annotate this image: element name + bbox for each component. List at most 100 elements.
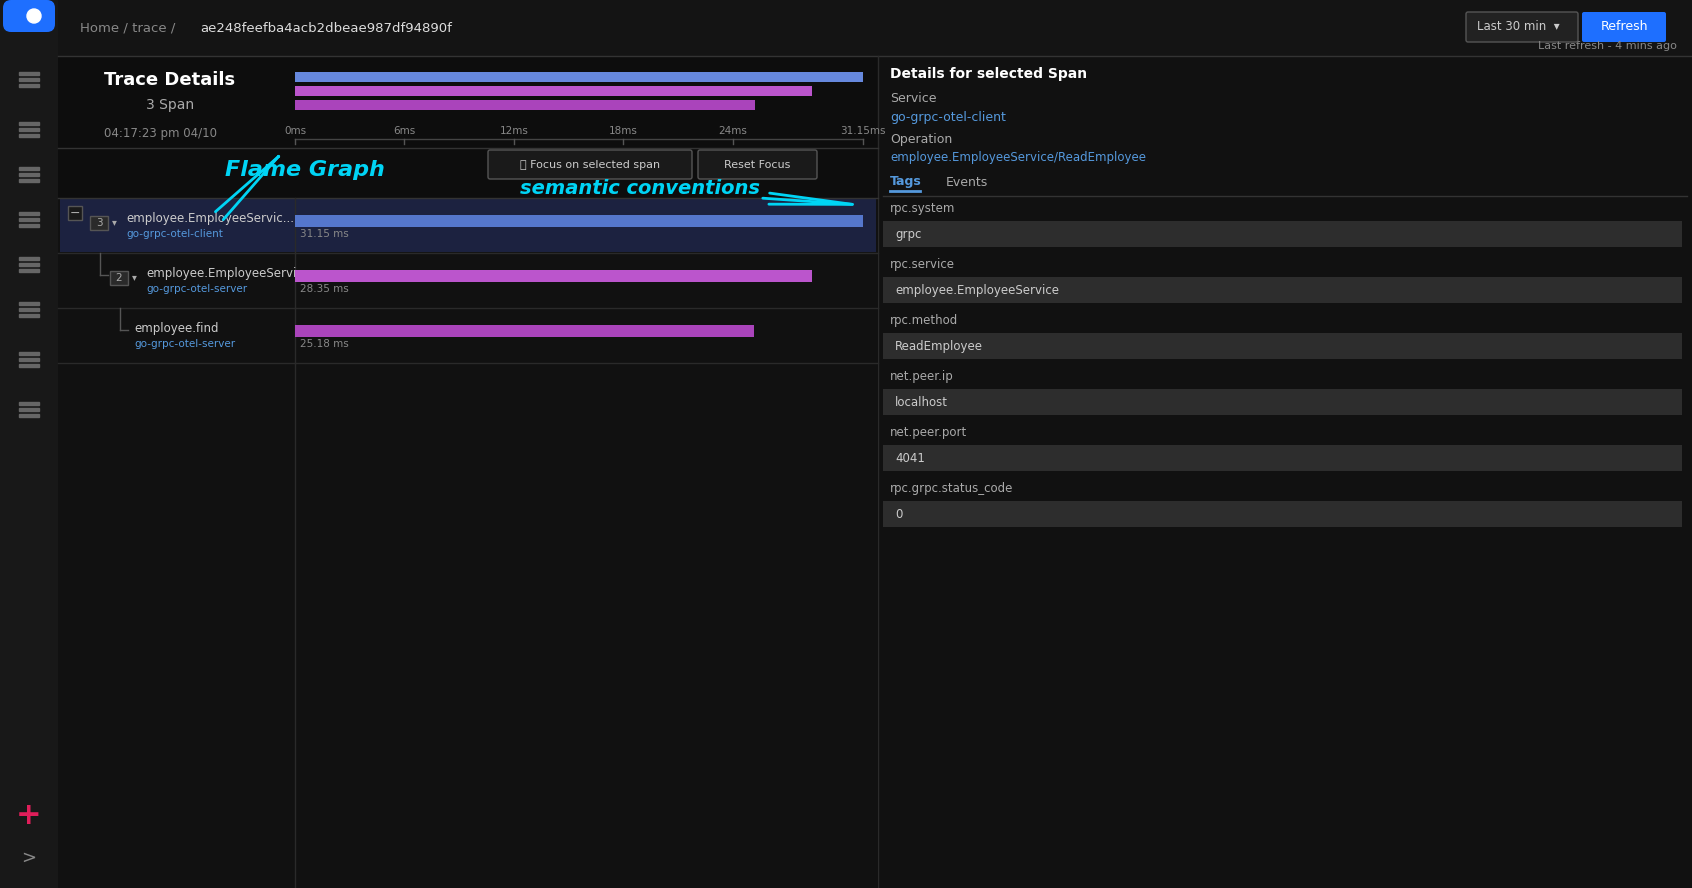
Bar [68, 206, 81, 220]
Text: ▾: ▾ [132, 273, 137, 282]
Bar [19, 358, 39, 361]
Text: employee.EmployeeServic...: employee.EmployeeServic... [146, 267, 315, 280]
Text: net.peer.port: net.peer.port [890, 425, 968, 439]
Text: 28.35 ms: 28.35 ms [299, 283, 349, 294]
Text: >: > [22, 849, 37, 867]
FancyBboxPatch shape [1582, 12, 1667, 42]
Text: ReadEmployee: ReadEmployee [895, 339, 983, 353]
Text: grpc: grpc [895, 227, 922, 241]
Bar [58, 0, 1692, 56]
Text: ae248feefba4acb2dbeae987df94890f: ae248feefba4acb2dbeae987df94890f [200, 21, 452, 35]
Text: 3: 3 [96, 218, 102, 227]
Text: rpc.method: rpc.method [890, 313, 958, 327]
Text: rpc.system: rpc.system [890, 202, 956, 215]
Text: employee.EmployeeService/ReadEmployee: employee.EmployeeService/ReadEmployee [890, 152, 1145, 164]
Bar [19, 414, 39, 417]
Text: employee.EmployeeServic...: employee.EmployeeServic... [125, 212, 294, 225]
Bar [294, 86, 812, 96]
Bar [0, 0, 58, 888]
Text: ▾: ▾ [112, 218, 117, 227]
Bar [58, 56, 878, 888]
Bar [883, 277, 1682, 303]
Text: 31.15 ms: 31.15 ms [299, 228, 349, 239]
Bar [59, 199, 876, 252]
Text: Events: Events [946, 176, 988, 188]
Bar [19, 84, 39, 87]
Text: employee.find: employee.find [134, 322, 218, 335]
Text: 6ms: 6ms [393, 126, 416, 136]
Bar [294, 269, 812, 281]
Text: 25.18 ms: 25.18 ms [299, 338, 349, 348]
Bar [883, 501, 1682, 527]
Bar [19, 302, 39, 305]
Bar [883, 389, 1682, 415]
Bar [19, 308, 39, 311]
Text: 18ms: 18ms [609, 126, 638, 136]
Bar [19, 167, 39, 170]
Text: 24ms: 24ms [717, 126, 748, 136]
Text: Trace Details: Trace Details [105, 71, 235, 89]
Bar [19, 128, 39, 131]
Bar [19, 408, 39, 411]
Bar [110, 271, 129, 284]
Bar [883, 333, 1682, 359]
Bar [294, 215, 863, 226]
Bar [19, 269, 39, 272]
Bar [19, 134, 39, 137]
Text: localhost: localhost [895, 395, 948, 408]
Bar [19, 218, 39, 221]
Text: net.peer.ip: net.peer.ip [890, 369, 954, 383]
Text: +: + [17, 800, 42, 829]
Bar [19, 179, 39, 182]
Bar [19, 212, 39, 215]
Text: Home / trace /: Home / trace / [80, 21, 179, 35]
Text: go-grpc-otel-client: go-grpc-otel-client [125, 228, 223, 239]
Bar [19, 224, 39, 227]
FancyBboxPatch shape [487, 150, 692, 179]
Text: Reset Focus: Reset Focus [724, 160, 790, 170]
Text: Service: Service [890, 91, 936, 105]
Text: Refresh: Refresh [1601, 20, 1648, 34]
Text: Operation: Operation [890, 133, 953, 147]
Bar [19, 263, 39, 266]
Text: 0ms: 0ms [284, 126, 306, 136]
Text: Flame Graph: Flame Graph [225, 160, 384, 180]
Text: 12ms: 12ms [499, 126, 528, 136]
Text: 4041: 4041 [895, 451, 926, 464]
Text: Last refresh - 4 mins ago: Last refresh - 4 mins ago [1538, 41, 1677, 51]
Bar [19, 314, 39, 317]
Text: go-grpc-otel-client: go-grpc-otel-client [890, 112, 1005, 124]
Bar [58, 198, 878, 888]
Text: semantic conventions: semantic conventions [519, 178, 760, 197]
Bar [883, 445, 1682, 471]
Bar [294, 72, 863, 82]
Bar [19, 173, 39, 176]
Text: employee.EmployeeService: employee.EmployeeService [895, 283, 1059, 297]
Circle shape [27, 9, 41, 23]
Bar [19, 257, 39, 260]
Text: rpc.grpc.status_code: rpc.grpc.status_code [890, 481, 1014, 495]
Text: 31.15ms: 31.15ms [841, 126, 885, 136]
Text: go-grpc-otel-server: go-grpc-otel-server [146, 283, 247, 294]
FancyBboxPatch shape [699, 150, 817, 179]
Bar [19, 364, 39, 367]
Bar [19, 352, 39, 355]
Text: Tags: Tags [890, 176, 922, 188]
Text: 04:17:23 pm 04/10: 04:17:23 pm 04/10 [103, 126, 217, 139]
FancyBboxPatch shape [3, 0, 56, 32]
Bar [19, 402, 39, 405]
Text: Details for selected Span: Details for selected Span [890, 67, 1088, 81]
Text: Last 30 min  ▾: Last 30 min ▾ [1477, 20, 1560, 34]
FancyBboxPatch shape [1465, 12, 1579, 42]
Bar [294, 100, 755, 110]
Bar [90, 216, 108, 229]
Text: rpc.service: rpc.service [890, 258, 954, 271]
Text: go-grpc-otel-server: go-grpc-otel-server [134, 338, 235, 348]
Bar [19, 72, 39, 75]
Bar [878, 56, 1692, 888]
Text: 2: 2 [115, 273, 122, 282]
Bar [294, 324, 755, 337]
Text: 0: 0 [895, 508, 902, 520]
Text: ⍕ Focus on selected span: ⍕ Focus on selected span [519, 160, 660, 170]
Text: −: − [69, 207, 80, 219]
